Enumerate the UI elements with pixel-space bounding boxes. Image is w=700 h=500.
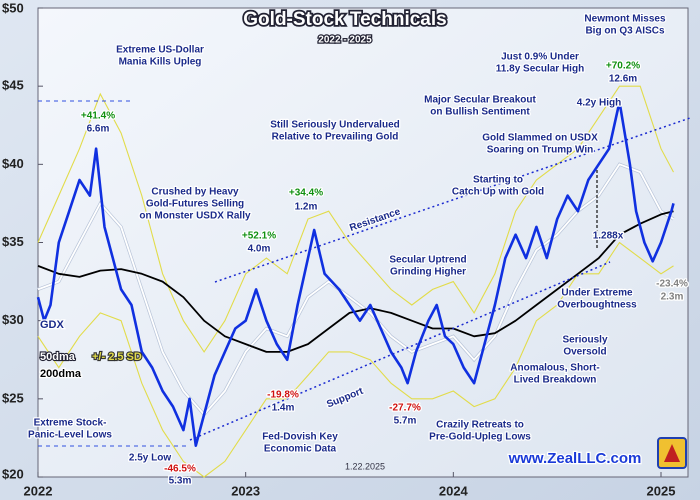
annotation: Pre-Gold-Upleg Lows xyxy=(429,432,531,443)
annotation: Panic-Level Lows xyxy=(28,430,112,441)
annotation: 11.8y Secular High xyxy=(496,64,584,75)
annotation: Oversold xyxy=(563,347,606,358)
x-tick-label: 2022 xyxy=(24,483,53,498)
annotation: +70.2% xyxy=(606,61,640,72)
annotation: 5.7m xyxy=(394,416,417,427)
y-tick-label: $20 xyxy=(2,466,24,481)
annotation: Gold Slammed on USDX xyxy=(482,133,598,144)
x-tick-label: 2025 xyxy=(647,483,676,498)
annotation: Overboughtness xyxy=(557,300,637,311)
support-line xyxy=(189,261,611,441)
annotation: Still Seriously Undervalued xyxy=(270,120,399,131)
annotation: 4.0m xyxy=(248,244,271,255)
annotation: Seriously xyxy=(562,335,607,346)
y-tick-label: $25 xyxy=(2,390,24,405)
date-stamp: 1.22.2025 xyxy=(345,461,385,471)
annotation: -46.5% xyxy=(164,464,196,475)
annotation: Lived Breakdown xyxy=(514,375,597,386)
resistance-line xyxy=(214,117,691,283)
annotation: Extreme Stock- xyxy=(34,418,107,429)
annotation: Crazily Retreats to xyxy=(436,420,524,431)
annotation: on Bullish Sentiment xyxy=(430,107,530,118)
series-line xyxy=(37,163,674,416)
y-tick-label: $35 xyxy=(2,234,24,249)
annotation: 5.3m xyxy=(169,476,192,487)
plot-area xyxy=(37,7,689,478)
annotation: 12.6m xyxy=(609,74,637,85)
chart-subtitle: 2022 - 2025 xyxy=(318,35,372,46)
annotation: Fed-Dovish Key xyxy=(262,432,338,443)
series-line xyxy=(36,100,675,447)
annotation: -23.4% xyxy=(656,279,688,290)
annotation: 4.2y High xyxy=(577,98,621,109)
x-tick-label: 2023 xyxy=(231,483,260,498)
annotation: Starting to xyxy=(473,175,523,186)
annotation: -19.8% xyxy=(267,390,299,401)
annotation: Grinding Higher xyxy=(390,267,466,278)
annotation: 6.6m xyxy=(87,124,110,135)
y-tick-label: $30 xyxy=(2,312,24,327)
legend-label: +/- 2.5 SD xyxy=(92,351,142,363)
plot-layer xyxy=(36,7,675,478)
annotation: 2.5y Low xyxy=(129,453,171,464)
annotation: Crushed by Heavy xyxy=(151,187,239,198)
annotation: on Monster USDX Rally xyxy=(139,211,251,222)
annotation: 1.4m xyxy=(272,403,295,414)
annotation: +52.1% xyxy=(242,231,276,242)
chart-title: Gold-Stock Technicals xyxy=(243,9,446,30)
band-line xyxy=(37,85,674,353)
annotation: Mania Kills Upleg xyxy=(119,57,202,68)
y-tick-label: $45 xyxy=(2,78,24,93)
y-tick-label: $50 xyxy=(2,0,24,15)
annotation: Secular Uptrend xyxy=(389,255,466,266)
y-tick-label: $40 xyxy=(2,156,24,171)
annotation: Under Extreme xyxy=(561,288,633,299)
series-line xyxy=(37,210,674,353)
annotation: +34.4% xyxy=(289,188,323,199)
annotation: Extreme US-Dollar xyxy=(116,45,204,56)
legend-label: 200dma xyxy=(40,368,82,380)
annotation: Relative to Prevailing Gold xyxy=(272,132,399,143)
annotation: Economic Data xyxy=(264,444,337,455)
annotation: Newmont Misses xyxy=(584,14,666,25)
annotation: Anomalous, Short- xyxy=(510,363,599,374)
legend-label: 50dma xyxy=(40,351,76,363)
annotation: 2.3m xyxy=(661,292,684,303)
x-tick-label: 2024 xyxy=(439,483,469,498)
legend-label: GDX xyxy=(40,319,65,331)
annotation: Major Secular Breakout xyxy=(424,95,536,106)
annotation: Soaring on Trump Win xyxy=(487,145,594,156)
watermark: www.ZealLLC.com xyxy=(508,450,642,467)
annotation: Catch Up with Gold xyxy=(452,187,544,198)
annotation: Gold-Futures Selling xyxy=(146,199,244,210)
annotation: Just 0.9% Under xyxy=(501,52,579,63)
annotation: 1.2m xyxy=(295,202,318,213)
band-line xyxy=(37,241,674,478)
annotation: 1.288x xyxy=(593,231,624,242)
logo-mark xyxy=(664,444,680,462)
annotation: +41.4% xyxy=(81,111,115,122)
annotation: Big on Q3 AISCs xyxy=(585,26,665,37)
annotation: -27.7% xyxy=(389,403,421,414)
